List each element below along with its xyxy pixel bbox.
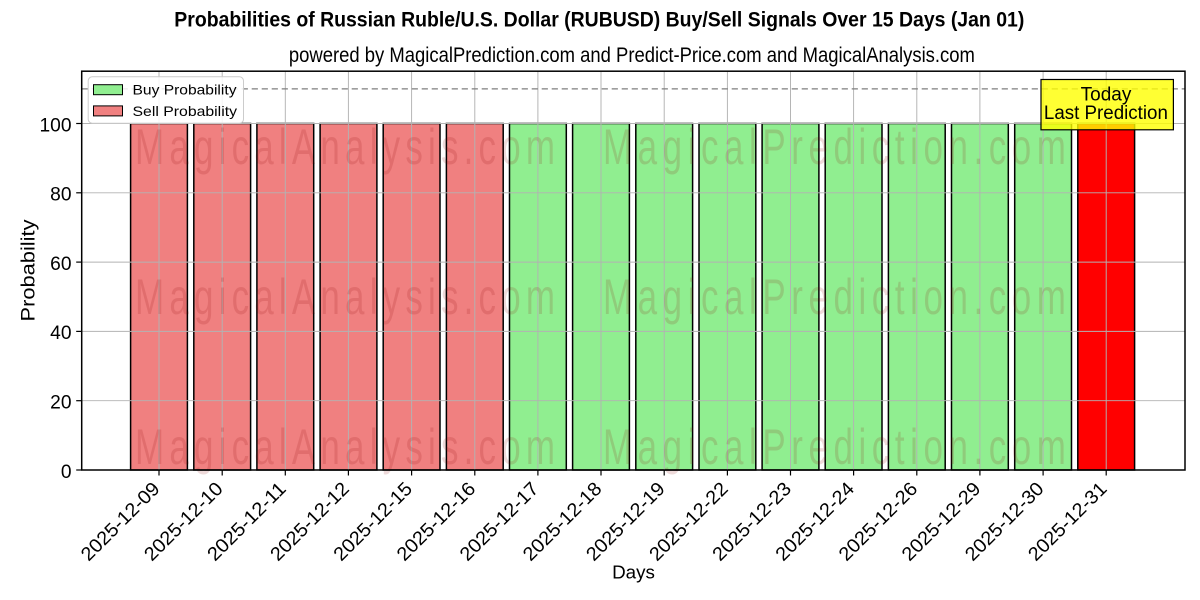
svg-text:Today: Today — [1081, 85, 1132, 106]
svg-text:MagicalPrediction.com: MagicalPrediction.com — [603, 420, 1066, 476]
svg-text:MagicalAnalysis.com: MagicalAnalysis.com — [135, 420, 555, 476]
svg-text:100: 100 — [39, 115, 71, 136]
svg-text:Sell Probability: Sell Probability — [133, 104, 238, 119]
svg-text:60: 60 — [50, 254, 71, 275]
svg-text:MagicalAnalysis.com: MagicalAnalysis.com — [135, 270, 555, 326]
svg-text:Last Prediction: Last Prediction — [1044, 103, 1168, 124]
svg-text:80: 80 — [50, 185, 71, 206]
svg-text:MagicalPrediction.com: MagicalPrediction.com — [603, 120, 1066, 176]
svg-text:0: 0 — [61, 462, 72, 483]
svg-text:20: 20 — [50, 393, 71, 414]
svg-text:Probabilities of Russian Ruble: Probabilities of Russian Ruble/U.S. Doll… — [174, 9, 1024, 32]
svg-text:Days: Days — [612, 562, 655, 583]
svg-text:Buy Probability: Buy Probability — [133, 83, 237, 98]
svg-text:MagicalPrediction.com: MagicalPrediction.com — [603, 270, 1066, 326]
svg-text:Probability: Probability — [19, 219, 40, 321]
svg-text:MagicalAnalysis.com: MagicalAnalysis.com — [135, 120, 555, 176]
svg-text:powered by MagicalPrediction.c: powered by MagicalPrediction.com and Pre… — [289, 44, 975, 67]
svg-text:40: 40 — [50, 323, 71, 344]
